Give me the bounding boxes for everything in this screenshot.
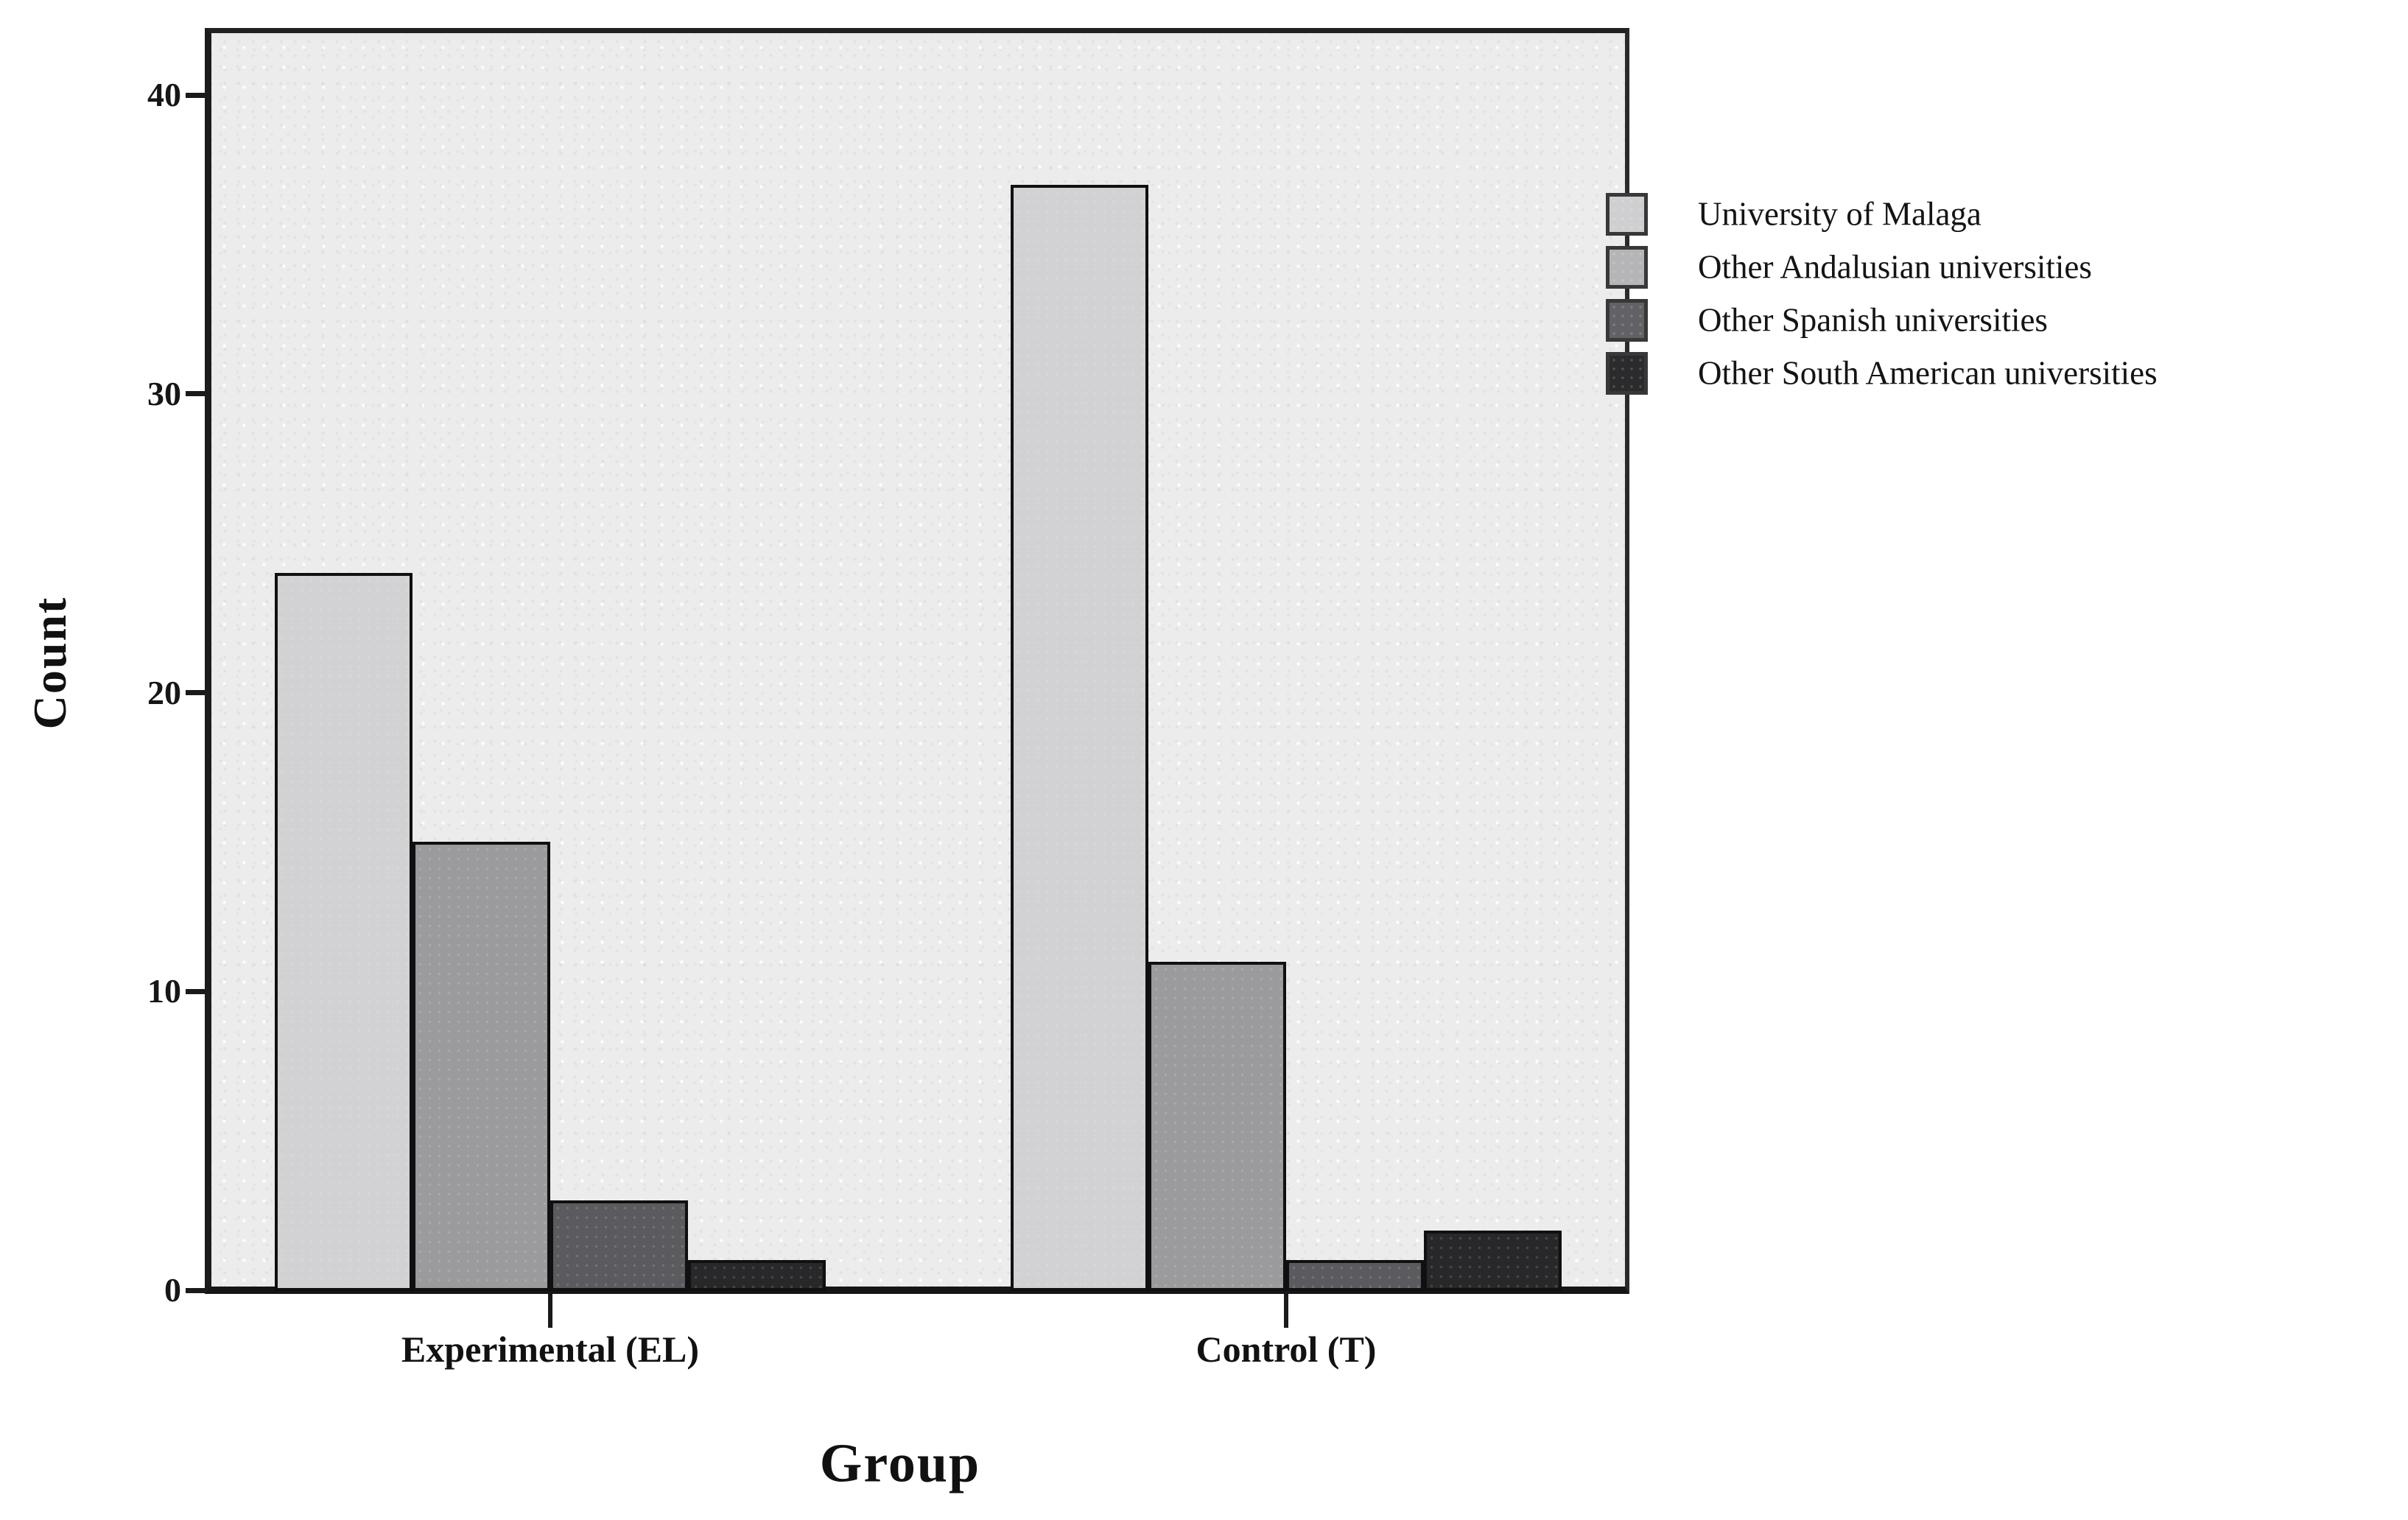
legend-swatch-series-0 — [1606, 193, 1648, 236]
bar-control-series-3 — [1424, 1230, 1562, 1291]
y-tick-label: 40 — [147, 76, 181, 113]
x-category-label: Control (T) — [1196, 1329, 1377, 1370]
legend-swatch-series-1 — [1606, 246, 1648, 289]
y-tick-mark — [186, 1287, 205, 1293]
bar-experimental-series-1 — [413, 842, 550, 1291]
y-tick-mark — [186, 690, 205, 695]
y-tick-label: 0 — [164, 1271, 181, 1309]
bar-control-series-2 — [1286, 1260, 1424, 1291]
y-tick-label: 10 — [147, 972, 181, 1010]
legend-label-series-3: Other South American universities — [1698, 354, 2158, 392]
legend-swatch-series-3 — [1606, 352, 1648, 395]
legend-label-series-1: Other Andalusian universities — [1698, 248, 2092, 286]
y-tick-mark — [186, 92, 205, 98]
y-tick-label: 20 — [147, 673, 181, 711]
y-tick-label: 30 — [147, 374, 181, 412]
bar-experimental-series-2 — [550, 1200, 688, 1291]
x-category-label: Experimental (EL) — [401, 1329, 700, 1370]
y-tick-mark — [186, 391, 205, 397]
y-tick-mark — [186, 988, 205, 994]
x-tick-mark — [548, 1294, 552, 1328]
bar-control-series-0 — [1011, 184, 1148, 1291]
legend-label-series-0: University of Malaga — [1698, 195, 1981, 233]
x-tick-mark — [1284, 1294, 1288, 1328]
legend-swatch-series-2 — [1606, 299, 1648, 342]
bar-experimental-series-0 — [275, 573, 413, 1291]
legend-label-series-2: Other Spanish universities — [1698, 301, 2048, 339]
y-axis-title: Count — [24, 596, 76, 730]
x-axis-title: Group — [819, 1433, 981, 1494]
bar-control-series-1 — [1148, 961, 1286, 1291]
bar-experimental-series-3 — [688, 1260, 826, 1291]
